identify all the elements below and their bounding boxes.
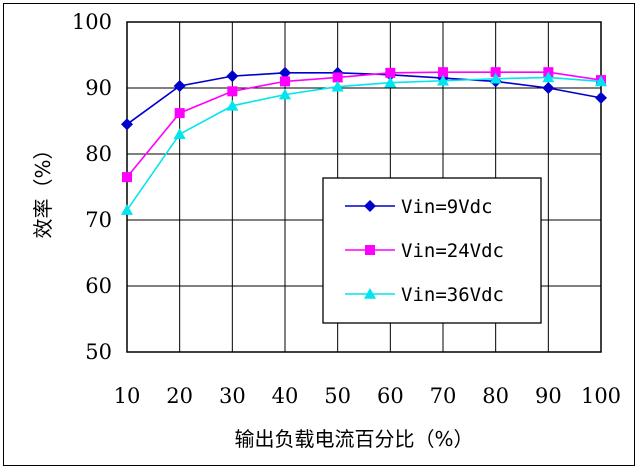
y-tick-60: 60 [85,274,112,298]
series-line-3 [126,76,602,211]
y-axis-title: 效率（%） [31,139,55,238]
y-tick-70: 70 [85,208,112,232]
series-3-point-50 [331,80,344,92]
legend-label-3: Vin=36Vdc [401,284,504,306]
x-tick-40: 40 [272,384,299,408]
y-tick-90: 90 [85,76,112,100]
series-3-point-70 [437,74,449,86]
series-line-1 [126,72,602,125]
x-tick-50: 50 [324,384,351,408]
series-2-point-50 [332,72,343,83]
x-tick-80: 80 [482,384,509,408]
series-3 [121,71,607,215]
x-tick-10: 10 [114,384,141,408]
x-tick-100: 100 [581,384,621,408]
series-line-2 [126,71,602,178]
y-tick-80: 80 [85,142,112,166]
series-2-point-70 [438,67,448,78]
series-3-point-20 [173,128,186,139]
series-3-point-80 [489,72,502,84]
x-tick-30: 30 [219,384,246,408]
y-tick-labels: 50 60 70 80 90 100 [72,10,112,364]
x-tick-labels: 10 20 30 40 50 60 70 80 90 100 [114,384,621,408]
series-3-point-10 [121,204,133,215]
y-tick-50: 50 [85,340,112,364]
legend-label-2: Vin=24Vdc [401,240,504,262]
legend-marker-3 [364,288,376,299]
series-3-point-100 [595,75,607,87]
y-tick-100: 100 [72,10,112,34]
series-3-point-40 [279,88,291,100]
legend-marker-1 [364,200,376,212]
series-1-point-90 [542,82,555,94]
series-2-point-20 [174,108,185,119]
legend-label-1: Vin=9Vdc [401,196,493,218]
series-3-point-60 [384,76,397,88]
series-2-point-80 [490,67,501,78]
series-3-point-30 [226,99,239,111]
x-tick-70: 70 [430,384,457,408]
series-1-point-30 [226,70,239,83]
series-2-point-30 [227,86,238,97]
series-1-point-40 [279,66,291,79]
x-axis-title: 输出负载电流百分比（%） [234,427,473,451]
legend-entry-1: Vin=9Vdc [345,196,493,218]
x-tick-90: 90 [535,384,562,408]
series-1-point-20 [173,80,186,93]
legend: Vin=9Vdc Vin=24Vdc Vin=36Vdc [322,177,542,324]
series-layer [121,66,607,215]
series-2-point-40 [280,76,290,87]
legend-entry-2: Vin=24Vdc [345,240,504,262]
series-2-point-60 [385,67,396,78]
series-1-point-100 [595,91,607,104]
x-tick-60: 60 [377,384,404,408]
x-tick-20: 20 [166,384,193,408]
series-2-point-10 [122,172,132,183]
legend-entry-3: Vin=36Vdc [345,284,504,306]
series-3-point-90 [542,71,555,83]
legend-marker-2 [365,245,375,255]
series-1-point-10 [121,118,133,131]
